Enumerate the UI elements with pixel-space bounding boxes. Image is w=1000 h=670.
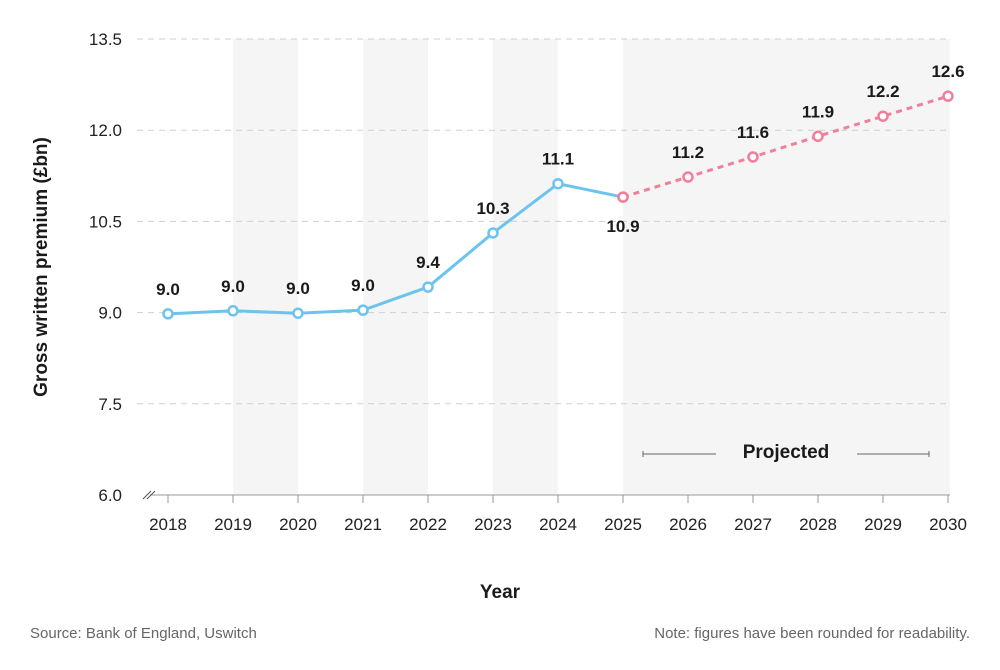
y-tick-label: 13.5 (89, 30, 122, 49)
data-label: 9.0 (156, 280, 180, 299)
projected-label: Projected (743, 442, 830, 463)
data-label: 9.0 (351, 276, 375, 295)
x-tick-label: 2018 (149, 515, 187, 534)
x-tick-label: 2030 (929, 515, 967, 534)
data-label: 11.1 (542, 150, 574, 169)
data-label: 11.6 (737, 123, 769, 142)
x-tick-label: 2025 (604, 515, 642, 534)
y-tick-label: 7.5 (98, 395, 122, 414)
x-tick-label: 2023 (474, 515, 512, 534)
axis-break-icon (142, 490, 156, 500)
data-label: 12.6 (931, 62, 964, 81)
data-label: 11.9 (802, 102, 834, 121)
x-tick-label: 2027 (734, 515, 772, 534)
y-tick-label: 12.0 (89, 121, 122, 140)
actual-point (162, 308, 174, 320)
source-text: Source: Bank of England, Uswitch (30, 625, 257, 642)
data-label: 10.3 (476, 199, 509, 218)
projected-line (622, 94, 949, 199)
y-axis-title: Gross written premium (£bn) (31, 137, 52, 397)
x-tick-label: 2019 (214, 515, 252, 534)
x-tick-label: 2022 (409, 515, 447, 534)
actual-line (167, 182, 624, 316)
data-label: 9.0 (221, 277, 245, 296)
data-label: 11.2 (672, 143, 704, 162)
y-tick-label: 9.0 (98, 304, 122, 323)
data-label: 9.0 (286, 279, 310, 298)
projected-point (877, 110, 889, 122)
actual-point (487, 227, 499, 239)
data-label: 9.4 (416, 253, 440, 272)
y-tick-label: 6.0 (98, 486, 122, 505)
projected-point (812, 130, 824, 143)
projected-point (747, 151, 759, 163)
actual-point (552, 177, 564, 190)
projected-band (623, 39, 950, 495)
x-tick-label: 2029 (864, 515, 902, 534)
actual-point (357, 304, 369, 316)
x-tick-label: 2026 (669, 515, 707, 534)
projected-point (942, 90, 954, 102)
x-tick-label: 2020 (279, 515, 317, 534)
alternating-band (233, 39, 298, 495)
note-text: Note: figures have been rounded for read… (654, 625, 970, 642)
alternating-band (493, 39, 558, 495)
actual-point (227, 305, 239, 317)
x-axis-title: Year (480, 582, 521, 603)
y-tick-label: 10.5 (89, 212, 122, 231)
projected-point (617, 191, 629, 203)
projected-point (682, 171, 694, 183)
x-tick-label: 2024 (539, 515, 577, 534)
x-tick-label: 2028 (799, 515, 837, 534)
actual-point (422, 281, 434, 293)
alternating-band (363, 39, 428, 495)
actual-point (292, 307, 304, 319)
data-label: 10.9 (606, 217, 639, 236)
data-label: 12.2 (866, 82, 899, 101)
x-tick-label: 2021 (344, 515, 382, 534)
